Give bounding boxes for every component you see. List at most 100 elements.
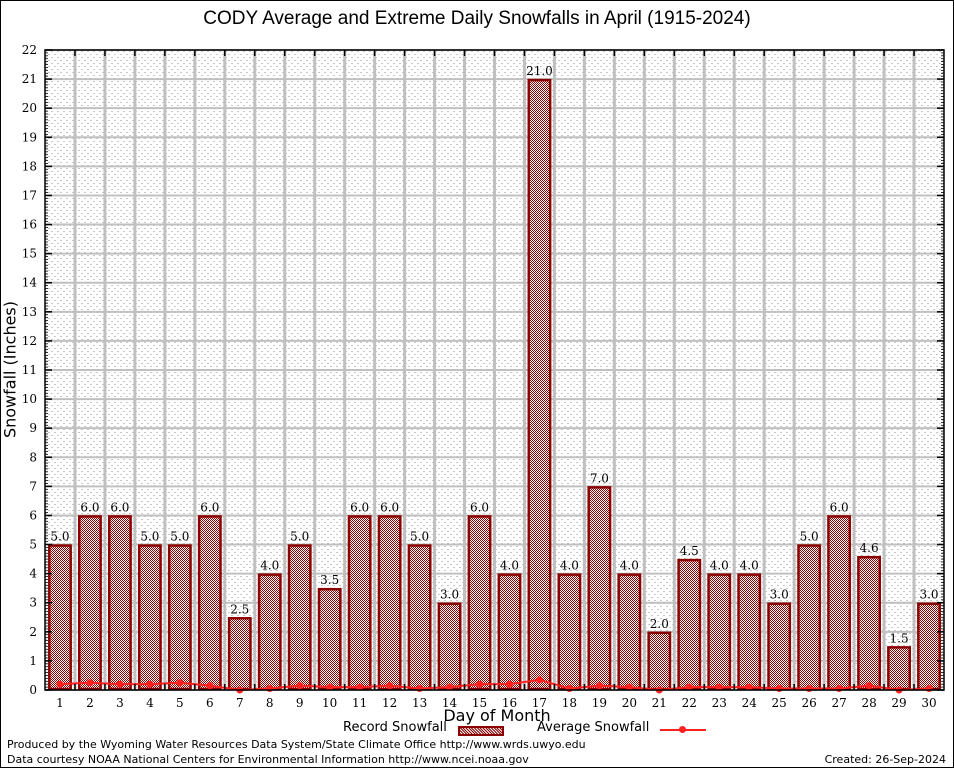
y-tick-label: 15 <box>22 247 37 261</box>
legend-record-label: Record Snowfall <box>343 720 447 735</box>
x-tick-label: 7 <box>236 696 244 710</box>
record-bar <box>137 544 162 691</box>
bar-label: 6.0 <box>470 500 489 514</box>
bar-label: 4.0 <box>710 559 729 573</box>
bar-label: 2.5 <box>230 602 249 616</box>
y-tick-label: 13 <box>22 305 37 319</box>
record-bar <box>197 515 222 691</box>
y-tick-label: 9 <box>29 421 37 435</box>
average-marker <box>56 680 64 688</box>
bar-label: 5.0 <box>800 530 819 544</box>
record-bar <box>857 555 882 691</box>
record-bar <box>617 573 642 691</box>
record-bar <box>737 573 762 691</box>
y-tick-label: 14 <box>22 276 38 290</box>
y-tick-label: 6 <box>29 508 37 522</box>
record-bar <box>557 573 582 691</box>
grid <box>45 49 944 691</box>
bar-label: 5.0 <box>290 530 309 544</box>
average-marker <box>326 683 334 691</box>
bar-label: 6.0 <box>830 500 849 514</box>
x-tick-label: 15 <box>472 696 487 710</box>
y-tick-label: 21 <box>22 72 37 86</box>
x-tick-label: 10 <box>322 696 337 710</box>
bar-label: 4.0 <box>260 559 279 573</box>
x-tick-label: 29 <box>891 696 906 710</box>
x-tick-label: 19 <box>592 696 607 710</box>
bar-label: 6.0 <box>350 500 369 514</box>
bar-label: 4.0 <box>500 559 519 573</box>
bar-label: 3.0 <box>770 588 789 602</box>
legend-record-swatch <box>458 726 504 736</box>
average-marker <box>296 682 304 690</box>
average-marker <box>446 683 454 691</box>
record-bar <box>677 558 702 691</box>
x-tick-label: 18 <box>562 696 577 710</box>
y-tick-label: 3 <box>29 596 37 610</box>
average-marker <box>805 685 813 693</box>
bar-label: 2.0 <box>650 617 669 631</box>
record-bar <box>227 617 252 691</box>
y-tick-label: 7 <box>29 479 37 493</box>
x-tick-label: 9 <box>296 696 304 710</box>
average-marker <box>116 680 124 688</box>
y-tick-label: 8 <box>29 450 37 464</box>
x-tick-label: 20 <box>622 696 637 710</box>
record-bars <box>48 78 941 691</box>
y-tick-label: 5 <box>29 538 37 552</box>
record-bar <box>347 515 372 691</box>
x-tick-label: 13 <box>412 696 427 710</box>
chart-title: CODY Average and Extreme Daily Snowfalls… <box>203 8 751 29</box>
x-tick-label: 24 <box>742 696 758 710</box>
average-marker <box>86 679 94 687</box>
x-tick-label: 17 <box>532 696 547 710</box>
average-marker <box>176 679 184 687</box>
bar-label: 6.0 <box>110 500 129 514</box>
record-bar <box>887 646 911 691</box>
x-tick-label: 25 <box>772 696 787 710</box>
bar-label: 6.0 <box>80 500 99 514</box>
record-bar <box>497 573 522 691</box>
bar-label: 3.0 <box>919 588 938 602</box>
y-tick-label: 17 <box>22 188 37 202</box>
legend-average-label: Average Snowfall <box>537 720 650 735</box>
average-marker <box>775 685 783 693</box>
bar-label: 1.5 <box>890 631 909 645</box>
bar-label: 5.0 <box>410 530 429 544</box>
record-bar <box>587 486 612 691</box>
y-tick-label: 10 <box>22 392 37 406</box>
x-tick-label: 23 <box>712 696 727 710</box>
bar-label: 4.0 <box>740 559 759 573</box>
x-tick-label: 12 <box>382 696 397 710</box>
y-tick-label: 22 <box>22 43 37 57</box>
average-marker <box>745 683 753 691</box>
average-marker <box>715 683 723 691</box>
x-tick-label: 6 <box>206 696 214 710</box>
bar-label: 7.0 <box>590 471 609 485</box>
average-marker <box>146 680 154 688</box>
bar-labels: 5.0 6.0 6.0 5.0 5.0 6.0 2.5 4.0 5.0 3.5 6.0 6.0 5.0 3… <box>50 64 938 645</box>
credit-line-1: Produced by the Wyoming Water Resources … <box>7 738 586 751</box>
axes <box>44 49 945 691</box>
x-tick-label: 16 <box>502 696 517 710</box>
record-bar <box>647 631 672 691</box>
x-tick-label: 3 <box>116 696 124 710</box>
average-marker <box>565 685 573 693</box>
record-bar <box>257 573 282 691</box>
x-tick-label: 22 <box>682 696 697 710</box>
y-tick-label: 4 <box>29 567 37 581</box>
bar-label: 4.0 <box>560 559 579 573</box>
x-tick-labels: 1 2 3 4 5 6 7 8 9 10 11 12 13 14 15 16 17 18 19 20 21 22 23 24 2… <box>56 696 936 710</box>
average-marker <box>505 680 513 688</box>
average-marker <box>925 685 933 693</box>
average-marker <box>595 682 603 690</box>
bar-label: 5.0 <box>170 530 189 544</box>
x-tick-label: 14 <box>442 696 458 710</box>
bar-label: 6.0 <box>200 500 219 514</box>
record-bar <box>467 515 492 691</box>
average-marker <box>416 685 424 693</box>
y-tick-label: 0 <box>29 683 37 697</box>
record-bar <box>827 515 852 691</box>
